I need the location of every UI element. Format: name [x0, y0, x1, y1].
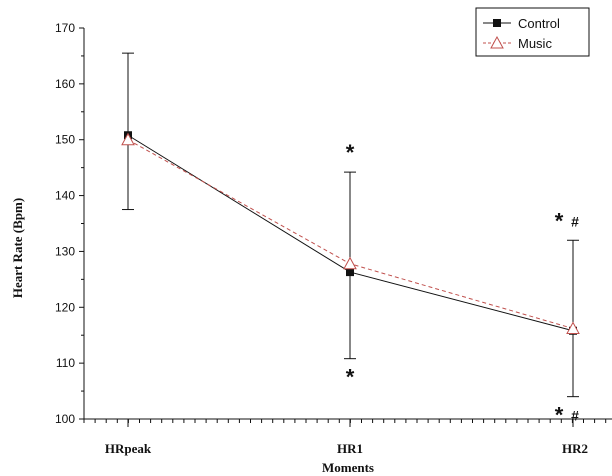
marker-music-HRpeak — [121, 132, 135, 146]
legend: Control Music — [475, 7, 590, 57]
legend-marker-control — [493, 19, 501, 27]
annotation-hash-HR2-below: # — [571, 408, 579, 424]
legend-label-control: Control — [518, 16, 560, 31]
y-axis-ticks: 100 110 120 130 140 150 160 170 — [55, 21, 84, 426]
y-tick-label-170: 170 — [55, 21, 75, 35]
y-tick-label-120: 120 — [55, 300, 75, 314]
y-tick-label-140: 140 — [55, 189, 75, 203]
marker-music-HR2 — [566, 321, 580, 335]
y-tick-label-130: 130 — [55, 244, 75, 258]
annotation-star-HR2-below: * — [555, 403, 564, 428]
marker-music-HR1 — [343, 256, 357, 270]
y-tick-label-110: 110 — [56, 356, 75, 370]
error-bars — [122, 52, 579, 398]
x-axis-title: Moments — [322, 460, 374, 475]
annotation-star-HR1-above: * — [346, 140, 355, 165]
y-tick-label-100: 100 — [55, 412, 75, 426]
y-tick-label-160: 160 — [55, 77, 75, 91]
y-tick-label-150: 150 — [55, 133, 75, 147]
y-axis-title: Heart Rate (Bpm) — [10, 198, 25, 298]
significance-annotations: * * * # * # — [346, 140, 579, 428]
axes — [83, 28, 612, 420]
legend-marker-music — [490, 35, 504, 49]
annotation-hash-HR2-above: # — [571, 213, 579, 229]
x-tick-label-HR1: HR1 — [337, 441, 363, 456]
series-markers — [121, 131, 580, 335]
x-tick-label-HR2: HR2 — [562, 441, 588, 456]
legend-label-music: Music — [518, 36, 552, 51]
x-axis-ticks: HRpeak HR1 HR2 — [83, 419, 607, 456]
x-tick-label-HRpeak: HRpeak — [105, 441, 152, 456]
annotation-star-HR2-above: * — [555, 208, 564, 233]
annotation-star-HR1-below: * — [346, 365, 355, 390]
marker-control-HR1 — [346, 268, 354, 277]
